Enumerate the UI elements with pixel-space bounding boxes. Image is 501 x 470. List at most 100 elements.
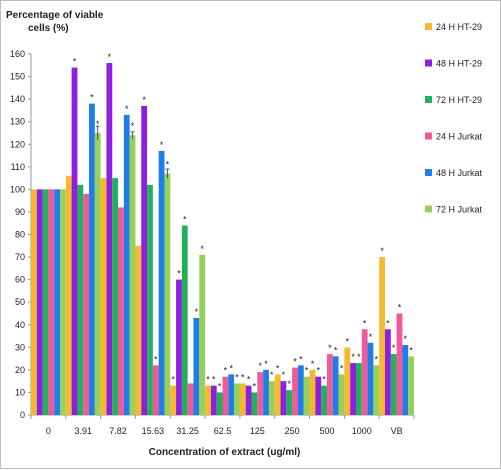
bar: [303, 376, 310, 415]
significance-marker: *: [398, 302, 402, 312]
y-tick-label: 80: [15, 230, 25, 240]
bar: [355, 363, 362, 415]
x-tick-label: 7.82: [109, 426, 127, 436]
x-tick-label: 1000: [352, 426, 372, 436]
bar: [164, 173, 171, 415]
bar: [193, 317, 200, 415]
y-tick-label: 130: [10, 117, 25, 127]
bar: [216, 392, 223, 415]
significance-marker: *: [131, 121, 135, 131]
x-tick-label: 0: [46, 426, 51, 436]
significance-marker: *: [305, 366, 309, 376]
significance-marker: *: [380, 246, 384, 256]
bar: [361, 329, 368, 415]
significance-marker: *: [206, 375, 210, 385]
legend-label: 72 H Jurkat: [436, 205, 483, 215]
y-tick-label: 10: [15, 387, 25, 397]
bar: [344, 347, 351, 415]
significance-marker: *: [386, 318, 390, 328]
bar: [321, 385, 327, 415]
bar: [100, 178, 107, 415]
significance-marker: *: [369, 332, 373, 342]
bar: [239, 383, 246, 415]
significance-marker: *: [154, 354, 158, 364]
bar: [286, 390, 293, 415]
significance-marker: *: [218, 381, 222, 391]
bar: [292, 367, 298, 415]
y-tick-label: 60: [15, 275, 25, 285]
legend-swatch: [425, 59, 432, 67]
bar: [315, 376, 322, 415]
significance-marker: *: [316, 366, 320, 376]
significance-marker: *: [363, 318, 367, 328]
y-tick-label: 0: [20, 410, 25, 420]
bar: [251, 392, 258, 415]
significance-marker: *: [328, 343, 332, 353]
significance-marker: *: [253, 381, 257, 391]
bar: [89, 103, 95, 415]
bar: [222, 376, 229, 415]
bar: [147, 184, 153, 415]
bar: [94, 132, 101, 415]
bar: [268, 381, 275, 415]
bar: [350, 363, 356, 415]
y-tick-label: 40: [15, 320, 25, 330]
x-tick-label: 62.5: [214, 426, 232, 436]
significance-marker: *: [212, 375, 216, 385]
bar: [326, 354, 333, 415]
bar: [54, 189, 61, 415]
legend-label: 48 H HT-29: [436, 59, 482, 69]
significance-marker: *: [183, 214, 187, 224]
bar: [123, 114, 130, 415]
bar: [199, 254, 206, 415]
bar: [106, 63, 113, 416]
significance-marker: *: [90, 93, 94, 103]
bar: [77, 184, 84, 415]
significance-marker: *: [270, 370, 274, 380]
bar: [338, 374, 345, 415]
x-axis-title: Concentration of extract (ug/ml): [148, 447, 301, 458]
y-tick-label: 140: [10, 94, 25, 104]
bar: [309, 369, 316, 415]
bar: [263, 369, 269, 415]
bar: [141, 105, 148, 416]
significance-marker: *: [392, 343, 396, 353]
significance-marker: *: [241, 372, 245, 382]
bar: [402, 345, 409, 415]
bar: [129, 135, 136, 415]
y-tick-label: 20: [15, 365, 25, 375]
significance-marker: *: [334, 345, 338, 355]
legend-swatch: [425, 132, 432, 140]
significance-marker: *: [125, 104, 129, 114]
significance-marker: *: [96, 119, 100, 129]
bar: [210, 385, 217, 415]
bar: [170, 385, 177, 415]
y-tick-label: 90: [15, 207, 25, 217]
y-tick-label: 30: [15, 342, 25, 352]
significance-marker: *: [264, 359, 268, 369]
significance-marker: *: [375, 354, 379, 364]
significance-marker: *: [73, 57, 77, 67]
significance-marker: *: [247, 375, 251, 385]
y-tick-label: 110: [11, 162, 25, 172]
significance-marker: *: [171, 375, 175, 385]
significance-marker: *: [340, 363, 344, 373]
bar: [187, 383, 194, 415]
y-tick-label: 100: [10, 184, 25, 194]
significance-marker: *: [299, 354, 303, 364]
x-tick-label: VB: [391, 426, 403, 436]
bar: [48, 189, 55, 415]
legend-label: 24 H Jurkat: [436, 132, 483, 142]
bar: [176, 279, 182, 415]
legend-label: 48 H Jurkat: [436, 168, 483, 178]
bar: [152, 365, 159, 415]
bar: [297, 365, 304, 415]
bar: [373, 365, 380, 415]
bar: [379, 257, 385, 415]
significance-marker: *: [404, 334, 408, 344]
bar: [112, 178, 119, 415]
y-axis-title-line-2: cells (%): [28, 23, 69, 34]
x-tick-label: 15.63: [142, 426, 165, 436]
y-tick-label: 160: [10, 49, 25, 59]
